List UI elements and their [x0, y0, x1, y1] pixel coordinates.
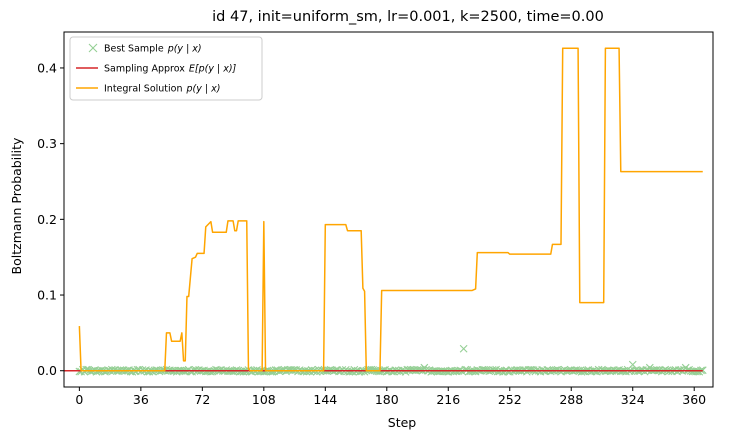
x-tick-label: 144 [313, 392, 337, 407]
series-integral-solution [78, 47, 703, 372]
y-tick-label: 0.4 [37, 60, 57, 75]
best-sample-point [345, 367, 354, 376]
x-tick-label: 72 [194, 392, 210, 407]
best-sample-point [577, 367, 586, 376]
y-axis-label: Boltzmann Probability [9, 137, 24, 274]
chart-title: id 47, init=uniform_sm, lr=0.001, k=2500… [212, 9, 604, 25]
best-sample-point [459, 344, 468, 353]
best-sample-point [145, 367, 154, 376]
x-tick-label: 108 [252, 392, 276, 407]
best-sample-point [107, 365, 116, 374]
best-sample-point [692, 367, 700, 376]
y-tick-label: 0.1 [37, 288, 57, 303]
x-tick-label: 252 [498, 392, 522, 407]
legend-label: Sampling Approx E[p(y | x)] [104, 64, 237, 75]
x-tick-label: 0 [75, 392, 83, 407]
plot-area [64, 47, 707, 376]
legend-label: Best Sample p(y | x) [104, 44, 202, 55]
best-sample-point [302, 367, 311, 376]
series-best-sample [75, 344, 707, 376]
y-tick-label: 0.0 [37, 363, 57, 378]
y-tick-label: 0.3 [37, 136, 57, 151]
x-tick-label: 324 [621, 392, 645, 407]
x-axis-label: Step [388, 415, 417, 430]
x-tick-label: 216 [436, 392, 460, 407]
best-sample-point [652, 365, 661, 374]
best-sample-point [266, 367, 275, 376]
best-sample-point [461, 365, 470, 374]
legend-item: Integral Solution p(y | x) [76, 84, 220, 95]
best-sample-point [488, 365, 497, 374]
legend-label: Integral Solution p(y | x) [104, 84, 220, 95]
best-sample-point [628, 360, 637, 369]
y-tick-label: 0.2 [37, 212, 57, 227]
x-tick-label: 180 [375, 392, 399, 407]
legend-item: Best Sample p(y | x) [88, 43, 202, 55]
x-tick-label: 360 [682, 392, 706, 407]
y-axis: 0.0 0.1 0.2 0.3 0.4 [37, 60, 64, 378]
x-tick-label: 288 [559, 392, 583, 407]
legend-marker-x [88, 43, 98, 53]
legend-item: Sampling Approx E[p(y | x)] [76, 64, 237, 75]
legend: Best Sample p(y | x) Sampling Approx E[p(y … [69, 36, 263, 101]
x-axis: 0 36 72 108 144 180 216 252 288 324 360 [75, 387, 706, 407]
best-sample-point [526, 365, 535, 374]
x-tick-label: 36 [133, 392, 149, 407]
axes-frame [63, 31, 714, 388]
